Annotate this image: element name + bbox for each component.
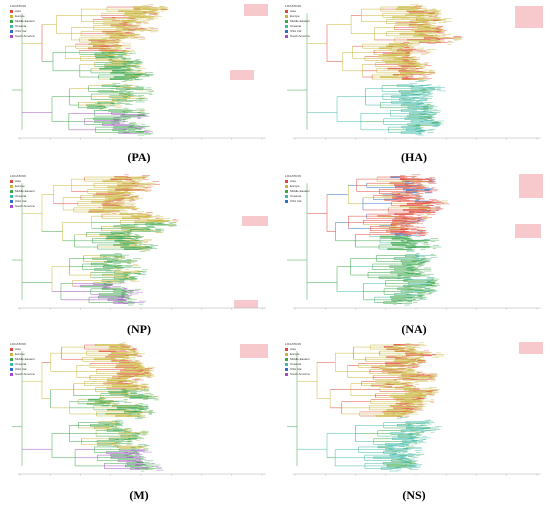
- swatch-asia: [10, 180, 13, 183]
- swatch-oceania: [10, 195, 13, 198]
- swatch-europe: [10, 353, 13, 356]
- legend-item-europe: Europe: [285, 14, 310, 19]
- legend-item-oceania: Oceania: [285, 24, 310, 29]
- highlight-box: [234, 300, 258, 308]
- tree-ns: [287, 342, 543, 476]
- tree-pa: [12, 4, 268, 140]
- legend-item-asia: Asia: [285, 179, 310, 184]
- highlight-box: [242, 216, 268, 226]
- swatch-usa: [10, 30, 13, 33]
- legend-item-usa: USA Cal: [10, 367, 35, 372]
- swatch-middle-eastern: [10, 358, 13, 361]
- legend-item-europe: Europe: [10, 14, 35, 19]
- swatch-asia: [10, 10, 13, 13]
- swatch-asia: [10, 348, 13, 351]
- swatch-south-america: [10, 373, 13, 376]
- highlight-box: [519, 342, 543, 354]
- legend-title: LOCATION: [10, 174, 26, 178]
- legend-item-oceania: Oceania: [10, 24, 35, 29]
- swatch-usa: [285, 30, 288, 33]
- legend-item-oceania: Oceania: [10, 362, 35, 367]
- panel-m: LOCATION Asia Europe Middle Eastern Ocea…: [8, 340, 270, 480]
- panel-label-ha: (HA): [401, 150, 427, 164]
- panel-np: LOCATION Asia Europe Middle Eastern Ocea…: [8, 172, 270, 314]
- highlight-box: [515, 224, 541, 238]
- swatch-oceania: [10, 363, 13, 366]
- panel-label-pa: (PA): [127, 150, 151, 164]
- legend-item-asia: Asia: [10, 179, 35, 184]
- legend-ha: LOCATION Asia Europe Middle Eastern Ocea…: [285, 4, 310, 39]
- legend-title: LOCATION: [285, 4, 301, 8]
- swatch-oceania: [285, 195, 288, 198]
- panel-label-na: (NA): [401, 322, 427, 336]
- legend-item-europe: Europe: [10, 352, 35, 357]
- legend-title: LOCATION: [10, 4, 26, 8]
- swatch-south-america: [285, 35, 288, 38]
- legend-na: LOCATION Asia Europe Middle Eastern Ocea…: [285, 174, 310, 204]
- legend-item-usa: USA Cal: [285, 199, 310, 204]
- legend-item-middle-eastern: Middle Eastern: [10, 357, 35, 362]
- swatch-middle-eastern: [285, 190, 288, 193]
- legend-item-middle-eastern: Middle Eastern: [285, 19, 310, 24]
- swatch-usa: [10, 200, 13, 203]
- swatch-asia: [285, 10, 288, 13]
- highlight-box: [240, 344, 268, 358]
- legend-item-south-america: South America: [285, 34, 310, 39]
- legend-item-middle-eastern: Middle Eastern: [285, 189, 310, 194]
- legend-item-europe: Europe: [285, 184, 310, 189]
- legend-item-south-america: South America: [10, 372, 35, 377]
- swatch-south-america: [10, 205, 13, 208]
- legend-item-europe: Europe: [10, 184, 35, 189]
- legend-item-oceania: Oceania: [285, 194, 310, 199]
- legend-item-usa: USA Cal: [10, 29, 35, 34]
- panel-ha: LOCATION Asia Europe Middle Eastern Ocea…: [283, 2, 545, 144]
- legend-item-middle-eastern: Middle Eastern: [10, 189, 35, 194]
- legend-item-oceania: Oceania: [10, 194, 35, 199]
- swatch-usa: [285, 200, 288, 203]
- legend-title: LOCATION: [10, 342, 26, 346]
- tree-na: [287, 174, 543, 310]
- highlight-box: [244, 4, 268, 16]
- swatch-oceania: [10, 25, 13, 28]
- tree-np: [12, 174, 268, 310]
- highlight-box: [230, 70, 254, 80]
- legend-title: LOCATION: [285, 174, 301, 178]
- panel-na: LOCATION Asia Europe Middle Eastern Ocea…: [283, 172, 545, 314]
- legend-item-middle-eastern: Middle Eastern: [10, 19, 35, 24]
- panel-pa: LOCATION Asia Europe Middle Eastern Ocea…: [8, 2, 270, 144]
- panel-ns: LOCATION Asia Europe Middle Eastern Ocea…: [283, 340, 545, 480]
- highlight-box: [515, 6, 543, 28]
- tree-ha: [287, 4, 543, 140]
- swatch-europe: [10, 15, 13, 18]
- swatch-south-america: [10, 35, 13, 38]
- legend-item-usa: USA Cal: [285, 29, 310, 34]
- swatch-middle-eastern: [10, 190, 13, 193]
- legend-item-south-america: South America: [10, 34, 35, 39]
- legend-np: LOCATION Asia Europe Middle Eastern Ocea…: [10, 174, 35, 209]
- legend-item-asia: Asia: [285, 9, 310, 14]
- swatch-europe: [285, 15, 288, 18]
- legend-m: LOCATION Asia Europe Middle Eastern Ocea…: [10, 342, 35, 377]
- swatch-middle-eastern: [10, 20, 13, 23]
- legend-item-south-america: South America: [10, 204, 35, 209]
- swatch-europe: [10, 185, 13, 188]
- legend-item-usa: USA Cal: [10, 199, 35, 204]
- highlight-box: [519, 174, 543, 198]
- swatch-usa: [10, 368, 13, 371]
- panel-label-m: (M): [129, 488, 149, 502]
- legend-pa: LOCATION Asia Europe Middle Eastern Ocea…: [10, 4, 35, 39]
- legend-item-asia: Asia: [10, 347, 35, 352]
- panel-label-np: (NP): [127, 322, 151, 336]
- swatch-europe: [285, 185, 288, 188]
- legend-item-asia: Asia: [10, 9, 35, 14]
- tree-m: [12, 342, 268, 476]
- swatch-oceania: [285, 25, 288, 28]
- swatch-asia: [285, 180, 288, 183]
- swatch-middle-eastern: [285, 20, 288, 23]
